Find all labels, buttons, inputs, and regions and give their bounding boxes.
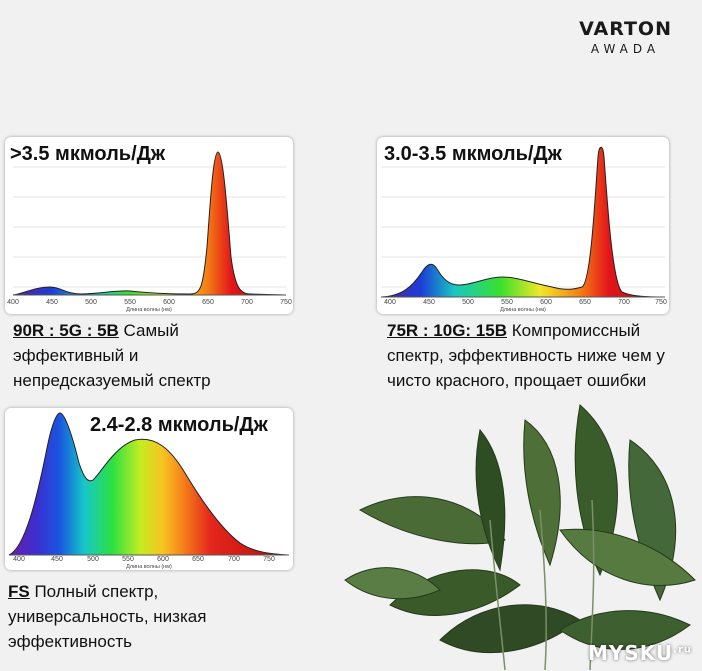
tick-label: 600 [163, 299, 175, 306]
axis-label: Длина волны (нм) [126, 307, 172, 313]
tick-label: 750 [263, 556, 275, 563]
spectrum-chart-red: 400 450 500 550 600 650 700 750 Длина во… [7, 151, 292, 313]
spectrum-description-compromise: 75R : 10G: 15B Компромиссный спектр, эфф… [387, 318, 677, 393]
tick-label: 650 [579, 299, 591, 306]
tick-label: 700 [241, 299, 253, 306]
tick-label: 500 [462, 299, 474, 306]
spectrum-description-full: FS Полный спектр, универсальность, низка… [8, 579, 268, 654]
tick-label: 500 [85, 299, 97, 306]
ratio-label: FS [8, 582, 30, 601]
tick-label: 700 [228, 556, 240, 563]
tick-label: 650 [202, 299, 214, 306]
tick-label: 750 [655, 299, 667, 306]
tick-label: 550 [124, 299, 136, 306]
tick-label: 700 [618, 299, 630, 306]
brand-name: VARTON [579, 18, 672, 40]
watermark: MYSKU.ru [588, 641, 692, 665]
tick-label: 750 [280, 299, 292, 306]
tick-label: 650 [192, 556, 204, 563]
tick-label: 450 [423, 299, 435, 306]
plant-illustration [344, 404, 696, 671]
axis-label: Длина волны (нм) [500, 307, 546, 313]
description-text: Компромиссный спектр, эффективность ниже… [387, 321, 665, 390]
efficiency-label: 2.4-2.8 мкмоль/Дж [90, 414, 268, 436]
tick-label: 500 [87, 556, 99, 563]
tick-label: 450 [46, 299, 58, 306]
spectrum-description-red: 90R : 5G : 5B Самый эффективный и непред… [13, 318, 283, 393]
spectrum-chart-full: 400 450 500 550 600 650 700 750 Длина во… [8, 412, 290, 570]
watermark-suffix: .ru [673, 644, 692, 656]
tick-label: 450 [51, 556, 63, 563]
tick-label: 550 [501, 299, 513, 306]
watermark-text: MYSKU [587, 641, 674, 665]
tick-label: 550 [122, 556, 134, 563]
brand-subname: AWADA [590, 42, 661, 56]
tick-label: 400 [384, 299, 396, 306]
description-text: Полный спектр, универсальность, низкая э… [8, 582, 207, 651]
spectrum-card-full: 400 450 500 550 600 650 700 750 Длина во… [5, 408, 293, 570]
description-text: Самый эффективный и непредсказуемый спек… [13, 321, 211, 390]
ratio-label: 75R : 10G: 15B [387, 321, 507, 340]
tick-label: 400 [7, 299, 19, 306]
efficiency-label: >3.5 мкмоль/Дж [10, 143, 166, 165]
tick-label: 600 [157, 556, 169, 563]
brand-logo: VARTON AWADA [579, 18, 672, 56]
tick-label: 600 [540, 299, 552, 306]
axis-label: Длина волны (нм) [126, 564, 172, 570]
spectrum-card-red: 400 450 500 550 600 650 700 750 Длина во… [5, 137, 293, 314]
spectrum-card-compromise: 400 450 500 550 600 650 700 750 Длина во… [377, 137, 669, 314]
tick-label: 400 [13, 556, 25, 563]
efficiency-label: 3.0-3.5 мкмоль/Дж [384, 143, 562, 165]
ratio-label: 90R : 5G : 5B [13, 321, 119, 340]
spectrum-chart-compromise: 400 450 500 550 600 650 700 750 Длина во… [380, 146, 667, 313]
